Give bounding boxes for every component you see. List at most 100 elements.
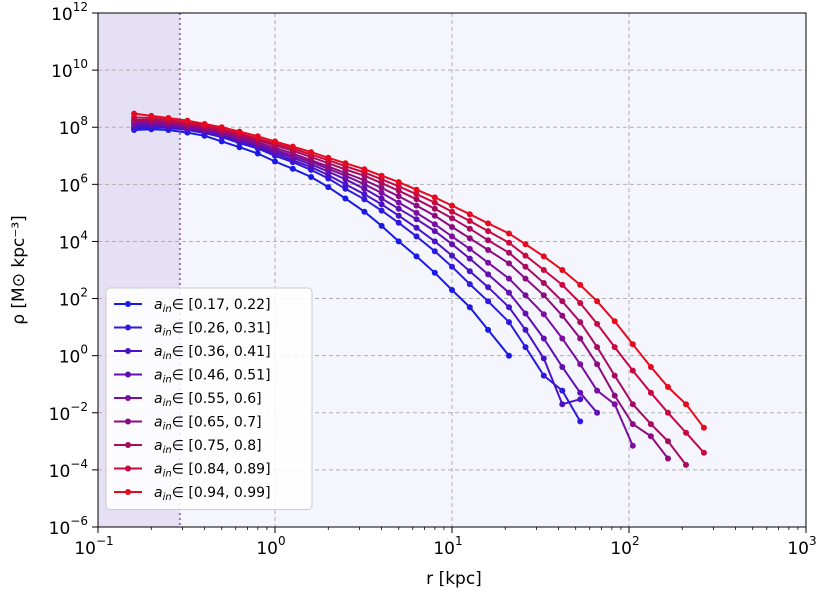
data-point: [431, 205, 438, 212]
y-tick-label: 100: [59, 343, 88, 368]
x-tick-label: 103: [787, 534, 816, 559]
y-tick-label: 10−4: [49, 457, 88, 482]
data-point: [611, 372, 618, 379]
x-tick-label: 101: [433, 534, 462, 559]
data-point: [611, 392, 618, 399]
data-point: [395, 212, 402, 219]
data-point: [378, 184, 385, 191]
data-point: [647, 433, 654, 440]
data-point: [594, 361, 601, 368]
data-point: [272, 158, 278, 165]
data-point: [683, 429, 689, 436]
data-point: [485, 247, 492, 253]
legend-marker: [125, 418, 131, 425]
data-point: [466, 304, 473, 311]
data-point: [577, 418, 584, 425]
series-group: [131, 110, 707, 468]
data-point: [506, 239, 512, 246]
data-point: [378, 201, 385, 208]
x-tick-label: 10−1: [74, 534, 113, 559]
data-point: [594, 409, 601, 416]
data-point: [522, 344, 529, 351]
legend-box: [105, 287, 313, 510]
x-ticks: 10−1 100 101 102 103: [74, 527, 817, 559]
data-point: [342, 195, 349, 202]
data-point: [647, 421, 654, 428]
data-point: [413, 202, 420, 209]
data-point: [395, 187, 402, 194]
data-point: [611, 344, 618, 351]
data-point: [184, 117, 191, 124]
data-point: [506, 275, 512, 282]
data-point: [594, 387, 601, 394]
data-point: [201, 121, 208, 127]
data-point: [395, 219, 402, 226]
data-point: [522, 292, 529, 299]
data-point: [449, 252, 455, 259]
y-ticks: 10−6 10−4 10−2 100 102 104 106 108 1010 1012: [49, 0, 98, 539]
data-point: [254, 133, 261, 140]
data-point: [522, 275, 529, 282]
legend-entry: ain∈ [0.94, 0.99]: [114, 485, 271, 503]
legend-label: ain∈ [0.17, 0.22]: [154, 297, 271, 315]
y-tick-label: 1010: [51, 57, 88, 82]
data-point: [413, 209, 420, 216]
data-point: [577, 396, 584, 403]
data-point: [466, 255, 473, 262]
legend-marker: [125, 465, 131, 472]
y-tick-label: 106: [59, 171, 88, 196]
data-point: [485, 259, 492, 266]
x-tick-label: 102: [610, 534, 639, 559]
data-point: [272, 138, 278, 145]
data-point: [577, 281, 584, 288]
legend-label: ain∈ [0.36, 0.41]: [154, 344, 271, 362]
data-point: [325, 154, 332, 161]
data-point: [485, 237, 492, 244]
data-point: [522, 263, 529, 270]
data-point: [378, 172, 385, 179]
data-point: [540, 311, 547, 318]
data-point: [449, 215, 455, 222]
data-point: [466, 218, 473, 224]
data-point: [506, 249, 512, 256]
data-point: [629, 421, 636, 428]
data-point: [218, 124, 225, 131]
data-point: [700, 449, 707, 456]
data-point: [413, 191, 420, 198]
y-tick-label: 10−2: [49, 400, 88, 425]
y-tick-label: 10−6: [49, 514, 88, 539]
data-point: [449, 241, 455, 248]
data-point: [236, 128, 243, 135]
data-point: [378, 189, 385, 196]
data-point: [540, 372, 547, 379]
data-point: [308, 174, 315, 180]
data-point: [466, 225, 473, 232]
data-point: [361, 191, 368, 198]
data-point: [466, 245, 473, 252]
y-tick-label: 104: [59, 228, 88, 253]
legend-label: ain∈ [0.26, 0.31]: [154, 321, 271, 339]
legend-label: ain∈ [0.94, 0.99]: [154, 485, 271, 503]
data-point: [431, 212, 438, 219]
legend-marker: [125, 348, 131, 354]
data-point: [540, 335, 547, 342]
series-line: [134, 128, 510, 357]
data-point: [485, 220, 492, 227]
data-point: [395, 183, 402, 190]
data-point: [395, 179, 402, 186]
data-point: [506, 304, 512, 311]
data-point: [559, 401, 566, 408]
legend-entry: ain∈ [0.65, 0.7]: [114, 415, 262, 433]
data-point: [485, 284, 492, 291]
legend-marker: [125, 442, 131, 448]
data-point: [522, 326, 529, 333]
data-point: [361, 181, 368, 188]
data-point: [559, 281, 566, 288]
data-point: [342, 185, 349, 192]
data-point: [700, 424, 707, 431]
legend-label: ain∈ [0.84, 0.89]: [154, 462, 271, 480]
data-point: [594, 320, 601, 327]
data-point: [254, 150, 261, 157]
data-point: [466, 281, 473, 288]
data-point: [431, 228, 438, 235]
